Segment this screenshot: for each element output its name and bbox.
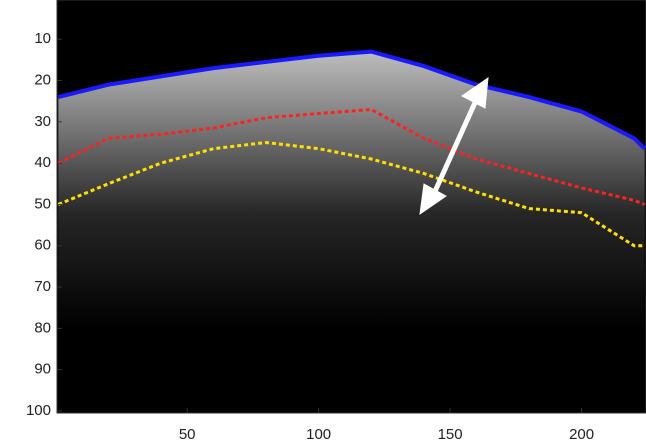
x-tick-label: 150 [438,426,463,443]
y-tick-label: 50 [34,195,51,212]
y-tick-label: 30 [34,113,51,130]
x-tick-label: 100 [306,426,331,443]
y-tick-label: 40 [34,154,51,171]
double-arrow [419,76,489,216]
y-tick-label: 100 [26,402,51,419]
tissue-area [58,51,645,413]
boundary-line [57,107,646,206]
y-tick-label: 80 [34,319,51,336]
x-tick-label: 50 [179,426,196,443]
y-tick-label: 20 [34,72,51,89]
y-tick-label: 90 [34,361,51,378]
y-tick-label: 60 [34,237,51,254]
boundary-line [57,140,645,248]
y-tick-label: 70 [34,278,51,295]
axes-box [56,0,646,414]
x-tick-label: 200 [569,426,594,443]
y-tick-label: 10 [34,30,51,47]
boundary-line [57,49,646,151]
